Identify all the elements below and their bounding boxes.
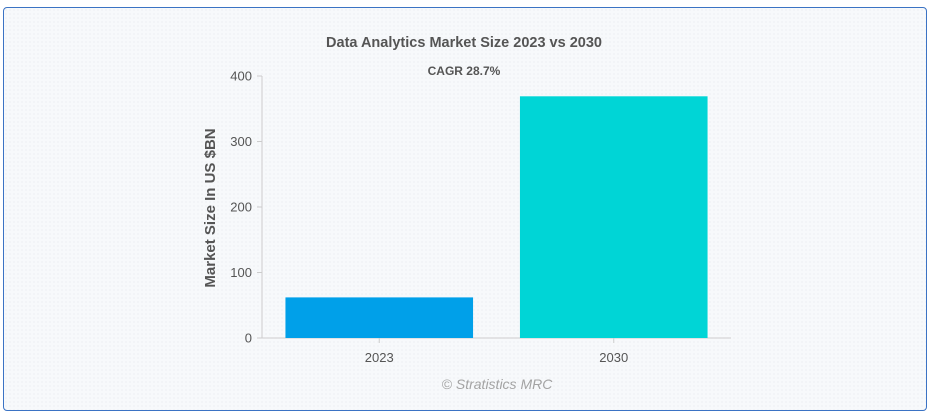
y-axis-title: Market Size In US $BN (202, 128, 219, 287)
bar-2030[interactable] (519, 96, 708, 339)
y-tick-label: 400 (230, 69, 252, 84)
y-axis-ticks: 0 100 200 300 400 (230, 69, 262, 346)
watermark-text: © Stratistics MRC (442, 376, 554, 392)
bar-2023[interactable] (285, 297, 474, 338)
chart-title: Data Analytics Market Size 2023 vs 2030 (326, 35, 602, 51)
y-tick-label: 300 (230, 134, 252, 149)
bars (285, 96, 708, 339)
x-tick-label: 2030 (599, 350, 628, 365)
chart-card (3, 7, 927, 411)
x-tick-label: 2023 (365, 350, 394, 365)
y-tick-label: 100 (230, 265, 252, 280)
chart-subtitle: CAGR 28.7% (428, 64, 501, 78)
y-tick-label: 200 (230, 200, 252, 215)
x-axis-ticks: 2023 2030 (365, 338, 628, 365)
y-tick-label: 0 (245, 331, 252, 346)
